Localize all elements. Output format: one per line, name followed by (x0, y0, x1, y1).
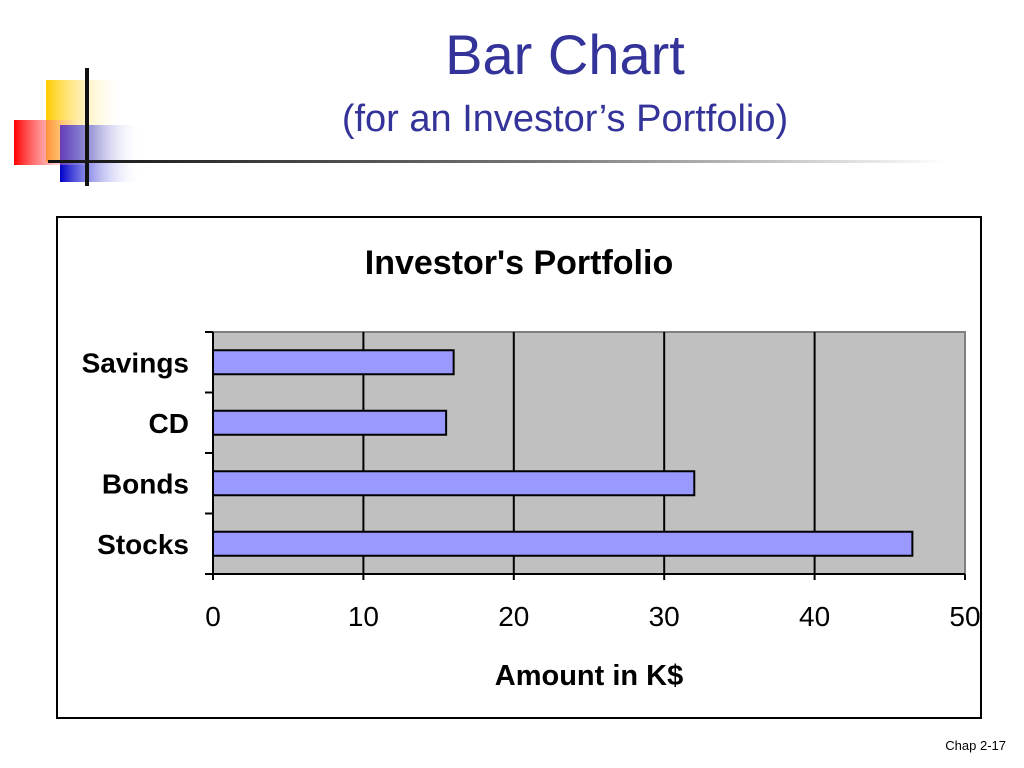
category-label: Savings (82, 347, 189, 378)
axes (205, 331, 966, 580)
x-axis-title: Amount in K$ (495, 660, 684, 692)
category-label: Bonds (102, 468, 189, 499)
bars (212, 349, 914, 557)
x-tick-label: 0 (205, 601, 221, 632)
bar-savings (212, 349, 455, 376)
category-labels: Savings CD Bonds Stocks (82, 347, 189, 560)
category-label: CD (149, 408, 189, 439)
slide-footer: Chap 2-17 (945, 738, 1006, 753)
bar-chart: Investor's Portfolio Savings CD Bonds Stock… (82, 244, 980, 692)
x-tick-label: 30 (649, 601, 680, 632)
x-tick-label: 40 (799, 601, 830, 632)
corner-decoration (14, 68, 142, 186)
title-rule (48, 160, 948, 163)
x-tick-labels: 0 10 20 30 40 50 (205, 601, 980, 632)
x-tick-label: 10 (348, 601, 379, 632)
bar-stocks (212, 530, 914, 557)
chart-title: Investor's Portfolio (365, 244, 673, 282)
x-tick-label: 50 (949, 601, 980, 632)
slide-title: Bar Chart (445, 23, 685, 86)
slide-subtitle: (for an Investor’s Portfolio) (341, 98, 789, 140)
bar-cd (212, 409, 448, 436)
chart-frame: Investor's Portfolio Savings CD Bonds Stock… (56, 216, 982, 719)
bar-bonds (212, 470, 696, 497)
x-tick-label: 20 (498, 601, 529, 632)
category-label: Stocks (97, 529, 189, 560)
